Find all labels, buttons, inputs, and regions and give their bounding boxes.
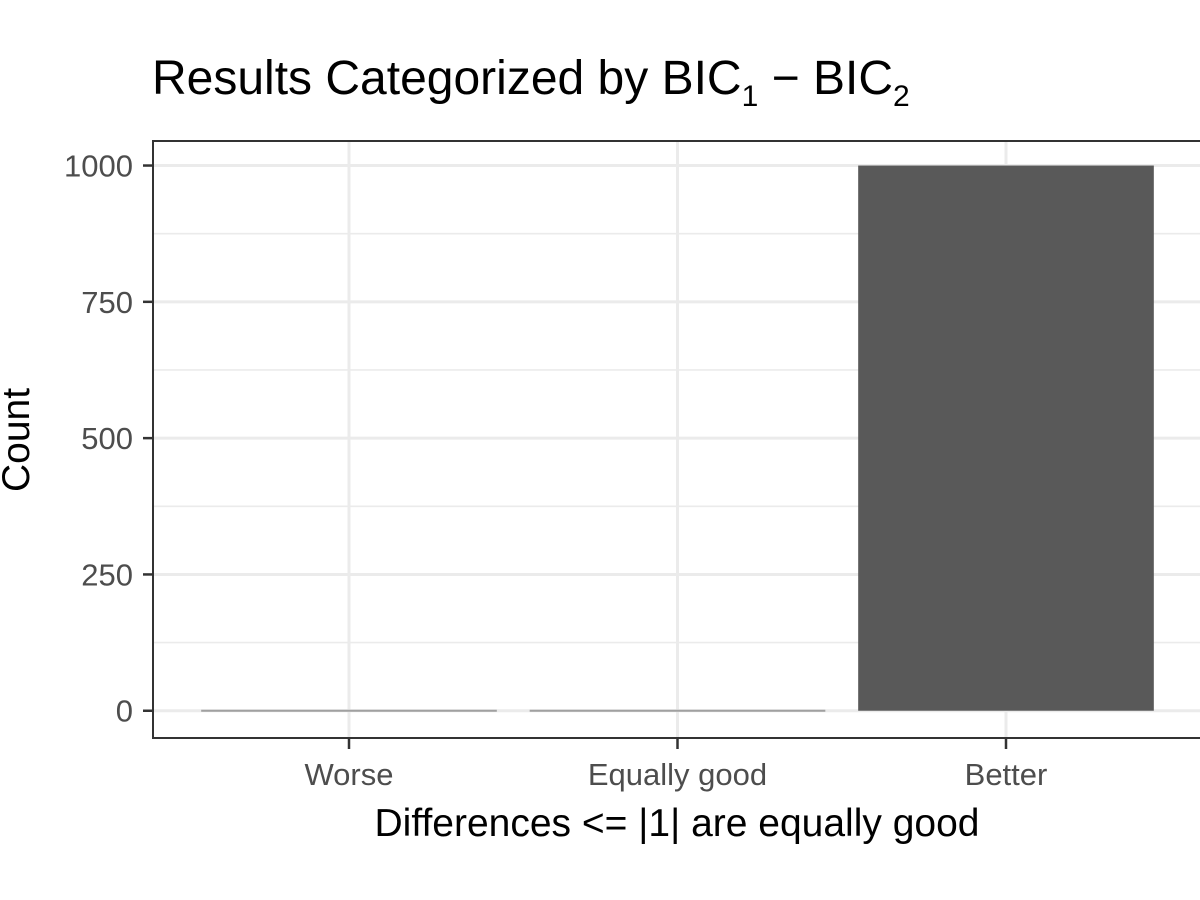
x-tick-label: Worse xyxy=(304,757,393,792)
x-axis-title: Differences <= |1| are equally good xyxy=(375,802,980,845)
chart-title-main: Results Categorized by BIC xyxy=(152,52,742,105)
bar-better xyxy=(858,165,1154,711)
x-tick-label: Better xyxy=(965,757,1048,792)
y-tick-label: 500 xyxy=(81,421,133,456)
axes: 0 250 500 750 1000 Worse Equally good Better xyxy=(64,140,1200,792)
y-tick-label: 0 xyxy=(116,694,133,729)
chart-title: Results Categorized by BIC1 − BIC2 xyxy=(152,52,910,113)
x-tick-label: Equally good xyxy=(588,757,767,792)
chart-title-subscript-1: 1 xyxy=(742,80,759,113)
y-axis-title: Count xyxy=(0,388,38,492)
chart-title-term-2: BIC xyxy=(813,52,893,105)
y-tick-label: 1000 xyxy=(64,149,133,184)
y-tick-label: 750 xyxy=(81,285,133,320)
chart-title-subscript-2: 2 xyxy=(893,80,910,113)
y-tick-label: 250 xyxy=(81,557,133,592)
chart-title-minus: − xyxy=(758,52,813,105)
bars xyxy=(201,165,1154,712)
